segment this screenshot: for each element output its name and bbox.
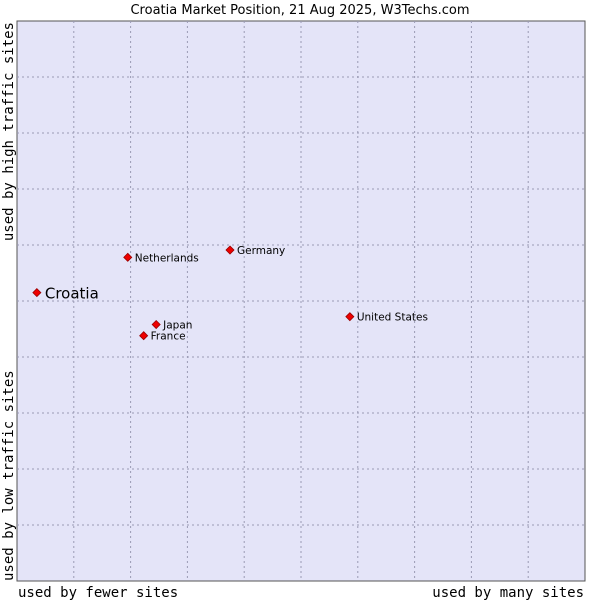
data-point-marker (345, 312, 355, 322)
data-point-marker (225, 245, 235, 255)
data-point-label: Netherlands (135, 252, 199, 264)
data-point-label: Germany (237, 245, 285, 257)
data-point-label: United States (357, 312, 428, 324)
data-point-label: Croatia (45, 285, 99, 303)
data-point-marker (139, 331, 149, 341)
data-point-marker (32, 288, 42, 298)
data-point-marker (123, 252, 133, 262)
y-axis-label-top: used by high traffic sites (1, 22, 17, 241)
data-point-label: Japan (162, 320, 192, 332)
data-point-marker (151, 319, 161, 330)
chart-title: Croatia Market Position, 21 Aug 2025, W3… (130, 3, 469, 18)
x-axis-label-right: used by many sites (432, 585, 584, 600)
data-point-label: France (151, 331, 186, 343)
grid-lines (17, 21, 585, 581)
y-axis-label-bottom: used by low traffic sites (1, 370, 17, 581)
x-axis-label-left: used by fewer sites (18, 585, 178, 600)
